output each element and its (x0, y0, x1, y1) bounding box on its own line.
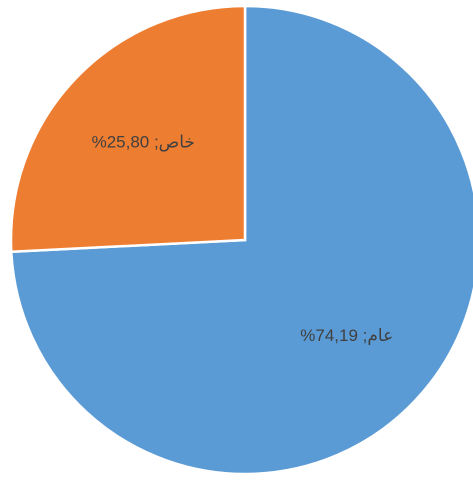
data-label: عام; 74,19% (300, 326, 393, 345)
pie-slice (9, 4, 473, 476)
data-label: خاص; 25,80% (92, 133, 195, 152)
pie-slice (9, 4, 247, 254)
